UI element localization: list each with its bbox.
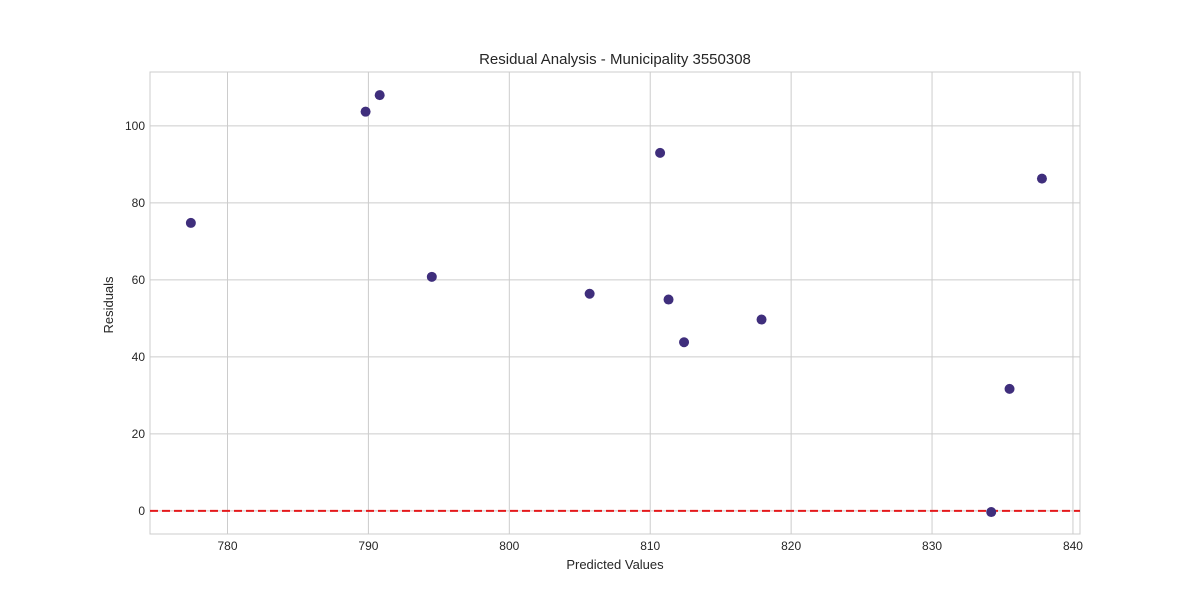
x-tick-label: 780 — [217, 539, 237, 553]
y-tick-label: 0 — [138, 504, 145, 518]
scatter-point — [679, 337, 690, 348]
y-tick-label: 40 — [132, 350, 146, 364]
y-tick-label: 80 — [132, 196, 146, 210]
chart-title: Residual Analysis - Municipality 3550308 — [479, 51, 751, 68]
scatter-point — [756, 314, 767, 325]
scatter-point — [1036, 173, 1047, 184]
scatter-point — [584, 288, 595, 299]
scatter-point — [986, 507, 997, 518]
y-axis-label: Residuals — [101, 276, 116, 334]
x-tick-label: 800 — [499, 539, 519, 553]
scatter-point — [1004, 383, 1015, 394]
tick-labels: 780 790 800 810 820 830 840 0 20 40 60 80 100 — [125, 119, 1083, 553]
y-tick-label: 100 — [125, 119, 145, 133]
scatter-point — [360, 106, 371, 117]
x-tick-label: 820 — [781, 539, 801, 553]
x-tick-label: 810 — [640, 539, 660, 553]
plot-area-frame — [149, 71, 1081, 535]
x-axis-label: Predicted Values — [566, 557, 664, 572]
scatter-point — [426, 271, 437, 282]
x-tick-label: 840 — [1063, 539, 1083, 553]
data-points — [185, 90, 1047, 518]
x-tick-label: 790 — [358, 539, 378, 553]
gridlines — [150, 72, 1080, 534]
scatter-point — [374, 90, 385, 101]
scatter-point — [663, 294, 674, 305]
y-tick-label: 60 — [132, 273, 146, 287]
scatter-point — [655, 147, 666, 158]
y-tick-label: 20 — [132, 427, 146, 441]
x-tick-label: 830 — [922, 539, 942, 553]
scatter-point — [185, 217, 196, 228]
